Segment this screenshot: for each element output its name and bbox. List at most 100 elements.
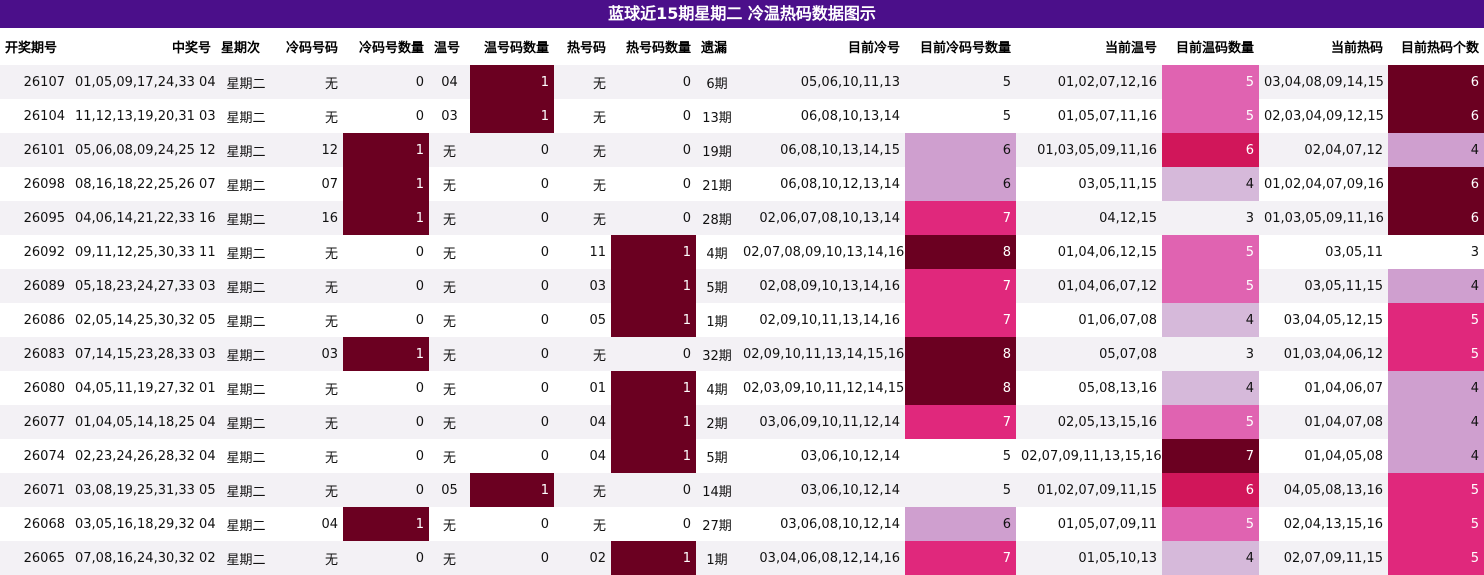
cell-hot-code: 无 [554, 473, 611, 507]
cell-cold-count: 0 [343, 439, 429, 473]
cell-warm-count: 0 [470, 337, 554, 371]
cell-cold-code: 03 [276, 337, 343, 371]
cell-miss: 28期 [696, 201, 738, 235]
cell-current-cold: 03,06,09,10,11,12,14 [738, 405, 905, 439]
cell-current-cold-count: 7 [905, 303, 1016, 337]
cell-current-cold-count: 6 [905, 507, 1016, 541]
cell-warm-code: 05 [429, 473, 470, 507]
cell-warm-count: 0 [470, 405, 554, 439]
cell-current-hot-count: 3 [1388, 235, 1484, 269]
cell-warm-count: 1 [470, 99, 554, 133]
cell-current-hot: 01,03,04,06,12 [1259, 337, 1388, 371]
cell-warm-count: 1 [470, 473, 554, 507]
cell-cold-count: 0 [343, 473, 429, 507]
cell-warm-count: 0 [470, 303, 554, 337]
cell-warm-code: 无 [429, 269, 470, 303]
cell-miss: 5期 [696, 439, 738, 473]
cell-numbers: 08,16,18,22,25,26 07 [70, 167, 216, 201]
cell-numbers: 05,18,23,24,27,33 03 [70, 269, 216, 303]
cell-current-cold-count: 7 [905, 541, 1016, 575]
cell-current-hot: 02,03,04,09,12,15 [1259, 99, 1388, 133]
cell-period: 26086 [0, 303, 70, 337]
cell-current-hot-count: 6 [1388, 65, 1484, 99]
cell-weekday: 星期二 [216, 405, 276, 439]
cell-hot-code: 01 [554, 371, 611, 405]
cell-weekday: 星期二 [216, 133, 276, 167]
cell-hot-count: 0 [611, 167, 696, 201]
cell-current-cold: 03,06,08,10,12,14 [738, 507, 905, 541]
cell-hot-code: 03 [554, 269, 611, 303]
cell-current-cold: 06,08,10,13,14 [738, 99, 905, 133]
cell-current-cold: 06,08,10,12,13,14 [738, 167, 905, 201]
cell-current-cold-count: 7 [905, 269, 1016, 303]
cell-weekday: 星期二 [216, 541, 276, 575]
cell-period: 26101 [0, 133, 70, 167]
cell-numbers: 01,04,05,14,18,25 04 [70, 405, 216, 439]
cell-weekday: 星期二 [216, 439, 276, 473]
cell-hot-count: 0 [611, 65, 696, 99]
table-row: 26077 01,04,05,14,18,25 04 星期二无 0 无 0 04 1 2期 03,… [0, 405, 1484, 439]
cell-warm-count: 1 [470, 65, 554, 99]
cell-hot-code: 无 [554, 507, 611, 541]
cell-miss: 2期 [696, 405, 738, 439]
cell-numbers: 07,08,16,24,30,32 02 [70, 541, 216, 575]
cell-current-hot: 03,05,11,15 [1259, 269, 1388, 303]
cell-warm-code: 无 [429, 371, 470, 405]
cell-current-cold: 02,08,09,10,13,14,16 [738, 269, 905, 303]
cell-cold-code: 无 [276, 439, 343, 473]
cell-current-warm: 03,05,11,15 [1016, 167, 1162, 201]
cell-miss: 27期 [696, 507, 738, 541]
cell-warm-count: 0 [470, 133, 554, 167]
cell-current-warm: 01,04,06,12,15 [1016, 235, 1162, 269]
cell-warm-code: 无 [429, 167, 470, 201]
header-current-warm: 当前温号 [1016, 28, 1162, 65]
cell-cold-code: 无 [276, 473, 343, 507]
cell-weekday: 星期二 [216, 371, 276, 405]
table-row: 26071 03,08,19,25,31,33 05 星期二无 0 05 1 无 0 14期 03… [0, 473, 1484, 507]
cell-period: 26068 [0, 507, 70, 541]
cell-current-cold: 02,06,07,08,10,13,14 [738, 201, 905, 235]
cell-current-hot: 01,02,04,07,09,16 [1259, 167, 1388, 201]
header-current-hot: 当前热码 [1259, 28, 1388, 65]
table-row: 26065 07,08,16,24,30,32 02 星期二无 0 无 0 02 1 1期 03,… [0, 541, 1484, 575]
cell-cold-count: 0 [343, 99, 429, 133]
cell-current-cold: 03,06,10,12,14 [738, 473, 905, 507]
cell-cold-code: 无 [276, 235, 343, 269]
cell-warm-count: 0 [470, 507, 554, 541]
cell-warm-code: 无 [429, 201, 470, 235]
cold-warm-hot-table: 开奖期号 中奖号 星期次 冷码号码 冷码号数量 温号 温号码数量 热号码 热号码数量 遗漏 目前冷号… [0, 28, 1484, 575]
cell-current-cold-count: 5 [905, 65, 1016, 99]
cell-current-hot: 03,04,05,12,15 [1259, 303, 1388, 337]
cell-cold-code: 无 [276, 269, 343, 303]
cell-current-cold: 02,03,09,10,11,12,14,15 [738, 371, 905, 405]
cell-warm-code: 无 [429, 303, 470, 337]
cell-period: 26065 [0, 541, 70, 575]
table-row: 26095 04,06,14,21,22,33 16 星期二 16 1 无 0 无 0 28期 02… [0, 201, 1484, 235]
header-warm-code: 温号 [429, 28, 470, 65]
cell-miss: 1期 [696, 541, 738, 575]
cell-current-warm: 05,08,13,16 [1016, 371, 1162, 405]
cell-period: 26089 [0, 269, 70, 303]
cell-current-warm-count: 6 [1162, 133, 1259, 167]
cell-hot-count: 1 [611, 235, 696, 269]
table-row: 26083 07,14,15,23,28,33 03 星期二 03 1 无 0 无 0 32期 02… [0, 337, 1484, 371]
table-row: 26092 09,11,12,25,30,33 11 星期二无 0 无 0 11 1 4期 02,… [0, 235, 1484, 269]
cell-current-warm-count: 3 [1162, 337, 1259, 371]
header-current-warm-count: 目前温码数量 [1162, 28, 1259, 65]
table-row: 26080 04,05,11,19,27,32 01 星期二无 0 无 0 01 1 4期 02,… [0, 371, 1484, 405]
cell-current-warm: 01,02,07,09,11,15 [1016, 473, 1162, 507]
cell-current-cold-count: 6 [905, 133, 1016, 167]
table-row: 26107 01,05,09,17,24,33 04 星期二无 0 04 1 无 0 6期 05,… [0, 65, 1484, 99]
cell-miss: 13期 [696, 99, 738, 133]
cell-current-hot: 02,04,13,15,16 [1259, 507, 1388, 541]
cell-weekday: 星期二 [216, 303, 276, 337]
cell-miss: 1期 [696, 303, 738, 337]
cell-current-cold-count: 8 [905, 371, 1016, 405]
cell-current-cold-count: 6 [905, 167, 1016, 201]
header-current-hot-count: 目前热码个数 [1388, 28, 1484, 65]
cell-numbers: 02,23,24,26,28,32 04 [70, 439, 216, 473]
cell-weekday: 星期二 [216, 507, 276, 541]
cell-hot-count: 0 [611, 99, 696, 133]
cell-warm-code: 无 [429, 337, 470, 371]
header-miss: 遗漏 [696, 28, 738, 65]
